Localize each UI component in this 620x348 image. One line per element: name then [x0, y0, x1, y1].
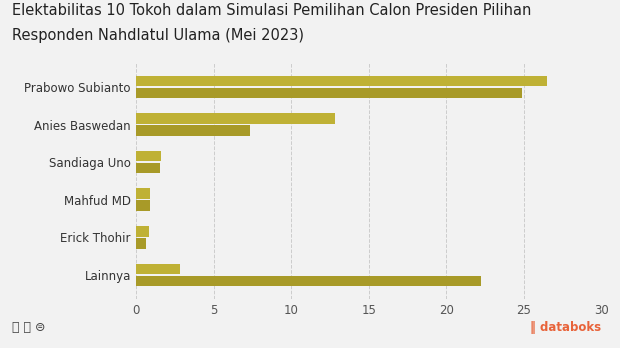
Bar — [136, 163, 160, 173]
Text: ‖ databoks: ‖ databoks — [530, 321, 601, 334]
Bar — [136, 113, 335, 124]
Text: Responden Nahdlatul Ulama (Mei 2023): Responden Nahdlatul Ulama (Mei 2023) — [12, 28, 304, 43]
Bar — [136, 125, 249, 136]
Bar — [136, 88, 522, 98]
Text: ⓪ ⓞ ⊜: ⓪ ⓞ ⊜ — [12, 321, 46, 334]
Text: Elektabilitas 10 Tokoh dalam Simulasi Pemilihan Calon Presiden Pilihan: Elektabilitas 10 Tokoh dalam Simulasi Pe… — [12, 3, 532, 18]
Bar — [136, 189, 150, 199]
Bar — [136, 226, 149, 237]
Bar — [136, 276, 480, 286]
Bar — [136, 238, 146, 248]
Bar — [136, 76, 547, 86]
Bar — [136, 200, 149, 211]
Bar — [136, 151, 161, 161]
Bar — [136, 263, 180, 274]
